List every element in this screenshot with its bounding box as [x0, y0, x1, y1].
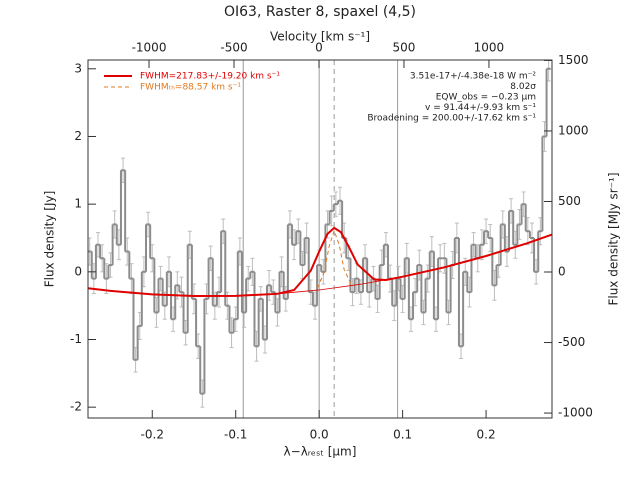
tick-label: -500	[220, 41, 247, 55]
tick-label: -2	[70, 400, 82, 414]
annotation: 3.51e-17+/-4.38e-18 W m⁻²	[410, 72, 537, 82]
tick-label: 1500	[558, 53, 589, 67]
tick-label: 1000	[474, 41, 505, 55]
tick-label: 0.1	[393, 428, 412, 442]
annotation: EQW_obs = −0.23 μm	[436, 93, 536, 103]
tick-label: -500	[558, 335, 585, 349]
chart-title: OI63, Raster 8, spaxel (4,5)	[224, 4, 416, 20]
tick-label: 2	[74, 129, 82, 143]
fit-line	[317, 229, 352, 289]
tick-label: 500	[558, 194, 581, 208]
y-axis-label: Flux density [Jy]	[43, 191, 57, 288]
x2-axis-label: Velocity [km s⁻¹]	[270, 30, 370, 44]
tick-label: -0.2	[141, 428, 164, 442]
tick-label: -0.1	[224, 428, 247, 442]
annotation: v = 91.44+/-9.93 km s⁻¹	[425, 103, 536, 113]
y2-axis-label: Flux density [MJy sr⁻¹]	[607, 172, 621, 305]
tick-label: 3	[74, 61, 82, 75]
annotation: 8.02σ	[510, 82, 536, 92]
tick-label: 0	[315, 41, 323, 55]
tick-label: 0	[74, 264, 82, 278]
tick-label: 500	[393, 41, 416, 55]
tick-label: 1	[74, 197, 82, 211]
tick-label: 0.0	[310, 428, 329, 442]
tick-label: 0.2	[477, 428, 496, 442]
x-axis-label: λ−λᵣₑₛₜ [μm]	[284, 445, 357, 459]
tick-label: -1000	[132, 41, 167, 55]
legend-label: FWHM=217.83+/-19.20 km s⁻¹	[140, 72, 280, 82]
tick-label: 0	[558, 265, 566, 279]
tick-label: -1	[70, 332, 82, 346]
plot-area	[88, 60, 552, 418]
plot-frame	[87, 59, 553, 419]
annotation: Broadening = 200.00+/-17.62 km s⁻¹	[367, 114, 536, 124]
legend-label: FWHMₜₕ=88.57 km s⁻¹	[140, 83, 241, 93]
fit-line	[88, 226, 552, 298]
tick-label: -1000	[558, 406, 593, 420]
tick-label: 1000	[558, 123, 589, 137]
